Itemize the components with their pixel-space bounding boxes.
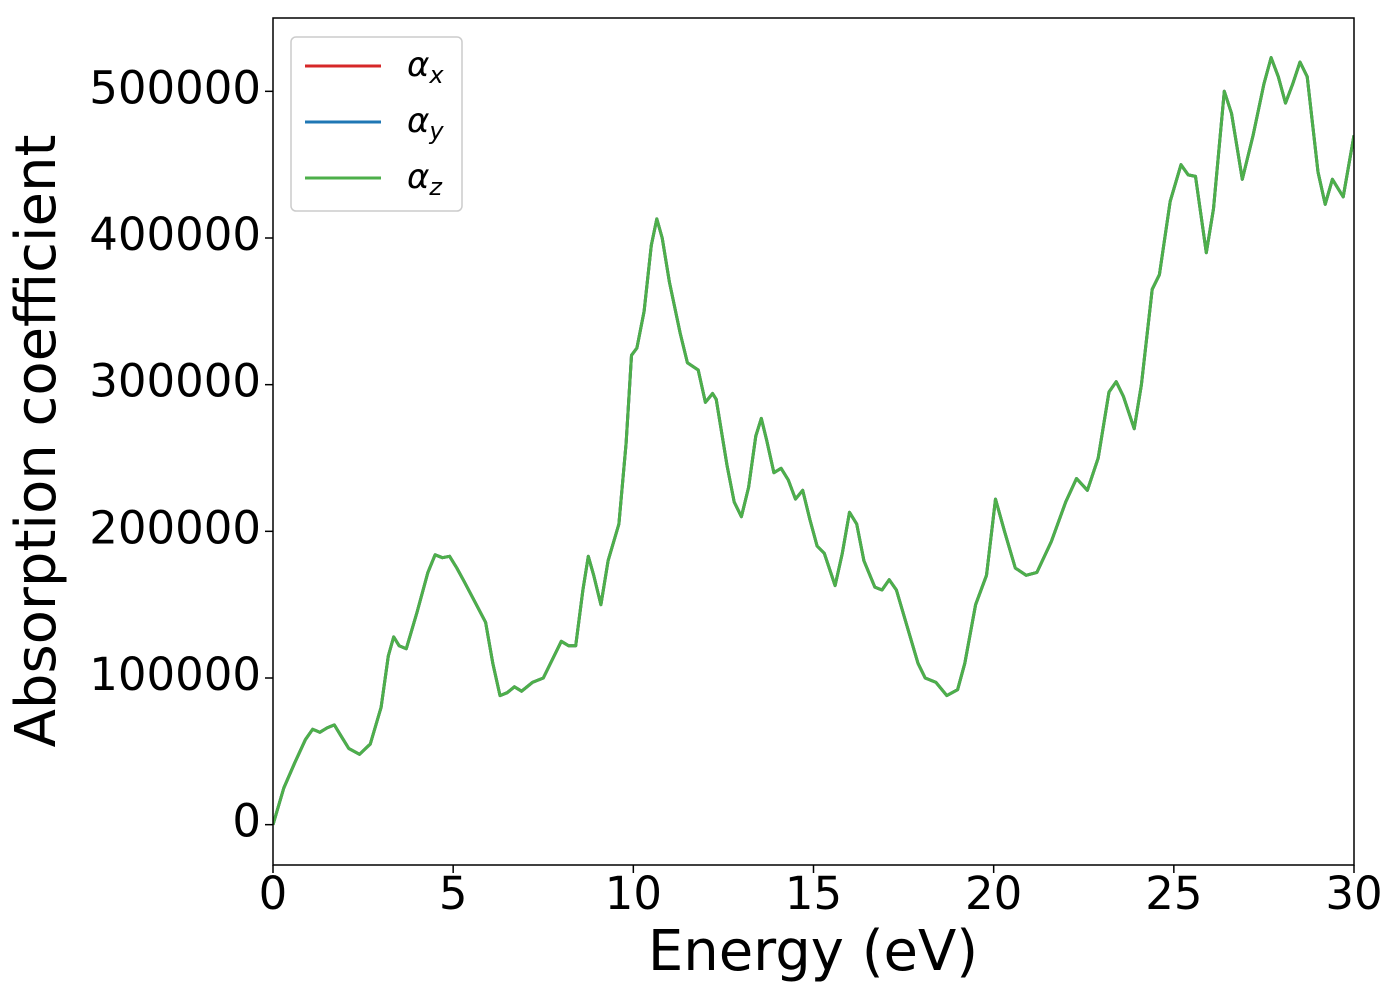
plot-area (273, 56, 1354, 826)
x-tick-label: 30 (1325, 867, 1382, 920)
y-tick-label: 400000 (89, 208, 261, 261)
y-tick-label: 500000 (89, 61, 261, 114)
frame (272, 17, 1355, 866)
y-axis-label: Absorption coefficient (4, 135, 69, 748)
legend-label: αz (407, 157, 443, 202)
x-tick-label: 20 (965, 867, 1022, 920)
legend-label: αx (407, 45, 444, 90)
legend-label: αy (407, 101, 444, 146)
legend-box (290, 36, 463, 212)
line-series (273, 56, 1354, 826)
y-tick-label: 300000 (89, 355, 261, 408)
x-tick-label: 0 (259, 867, 288, 920)
y-tick-label: 100000 (89, 648, 261, 701)
x-tick-label: 25 (1145, 867, 1202, 920)
y-tick-label: 0 (232, 795, 261, 848)
x-axis-label: Energy (eV) (648, 919, 978, 984)
x-tick-label: 5 (439, 867, 468, 920)
x-tick-label: 10 (605, 867, 662, 920)
x-tick-label: 15 (785, 867, 842, 920)
y-tick-label: 200000 (89, 501, 261, 554)
